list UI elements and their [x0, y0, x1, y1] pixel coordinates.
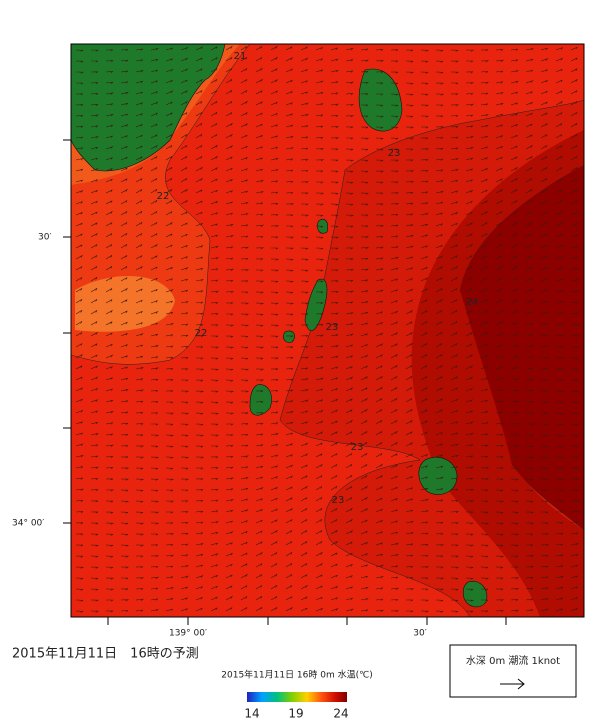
- arrow-field: [75, 45, 580, 613]
- contour-label: 24: [466, 297, 479, 308]
- colorbar-tick-label: 14: [244, 707, 259, 721]
- map: 21 22 22 23 23 23 23 24: [71, 44, 584, 617]
- islands: [71, 44, 488, 608]
- legend-text: 水深 0m 潮流 1knot: [466, 654, 560, 667]
- frame-ticks: [63, 139, 507, 625]
- colorbar-tick-label: 24: [333, 707, 348, 721]
- zone: [411, 130, 584, 617]
- lon-label: 30′: [413, 629, 427, 639]
- colorbar-tick-label: 19: [288, 707, 303, 721]
- lat-label: 34° 00′: [12, 519, 44, 529]
- lon-label: 139° 00′: [169, 629, 207, 639]
- colorbar: [247, 692, 347, 702]
- legend-box: [449, 644, 577, 698]
- colorbar-ticks: 14 19 24: [244, 707, 348, 721]
- current-arrows: [75, 45, 580, 613]
- lat-label: 30′: [38, 233, 52, 243]
- legend-arrow: [500, 678, 525, 690]
- contour-label: 22: [157, 191, 170, 202]
- contour-labels: 21 22 22 23 23 23 23 24: [157, 51, 479, 506]
- contour-label: 23: [332, 495, 345, 506]
- contour-label: 22: [195, 328, 208, 339]
- map-frame: [70, 43, 585, 618]
- caption: 2015年11月11日 16時の予測: [12, 647, 199, 662]
- contour-label: 23: [326, 322, 339, 333]
- contour-label: 23: [388, 148, 401, 159]
- contour-label: 23: [351, 442, 364, 453]
- contour-label: 21: [234, 51, 247, 62]
- colorbar-title: 2015年11月11日 16時 0m 水温(℃): [221, 669, 372, 681]
- zone: [75, 276, 175, 332]
